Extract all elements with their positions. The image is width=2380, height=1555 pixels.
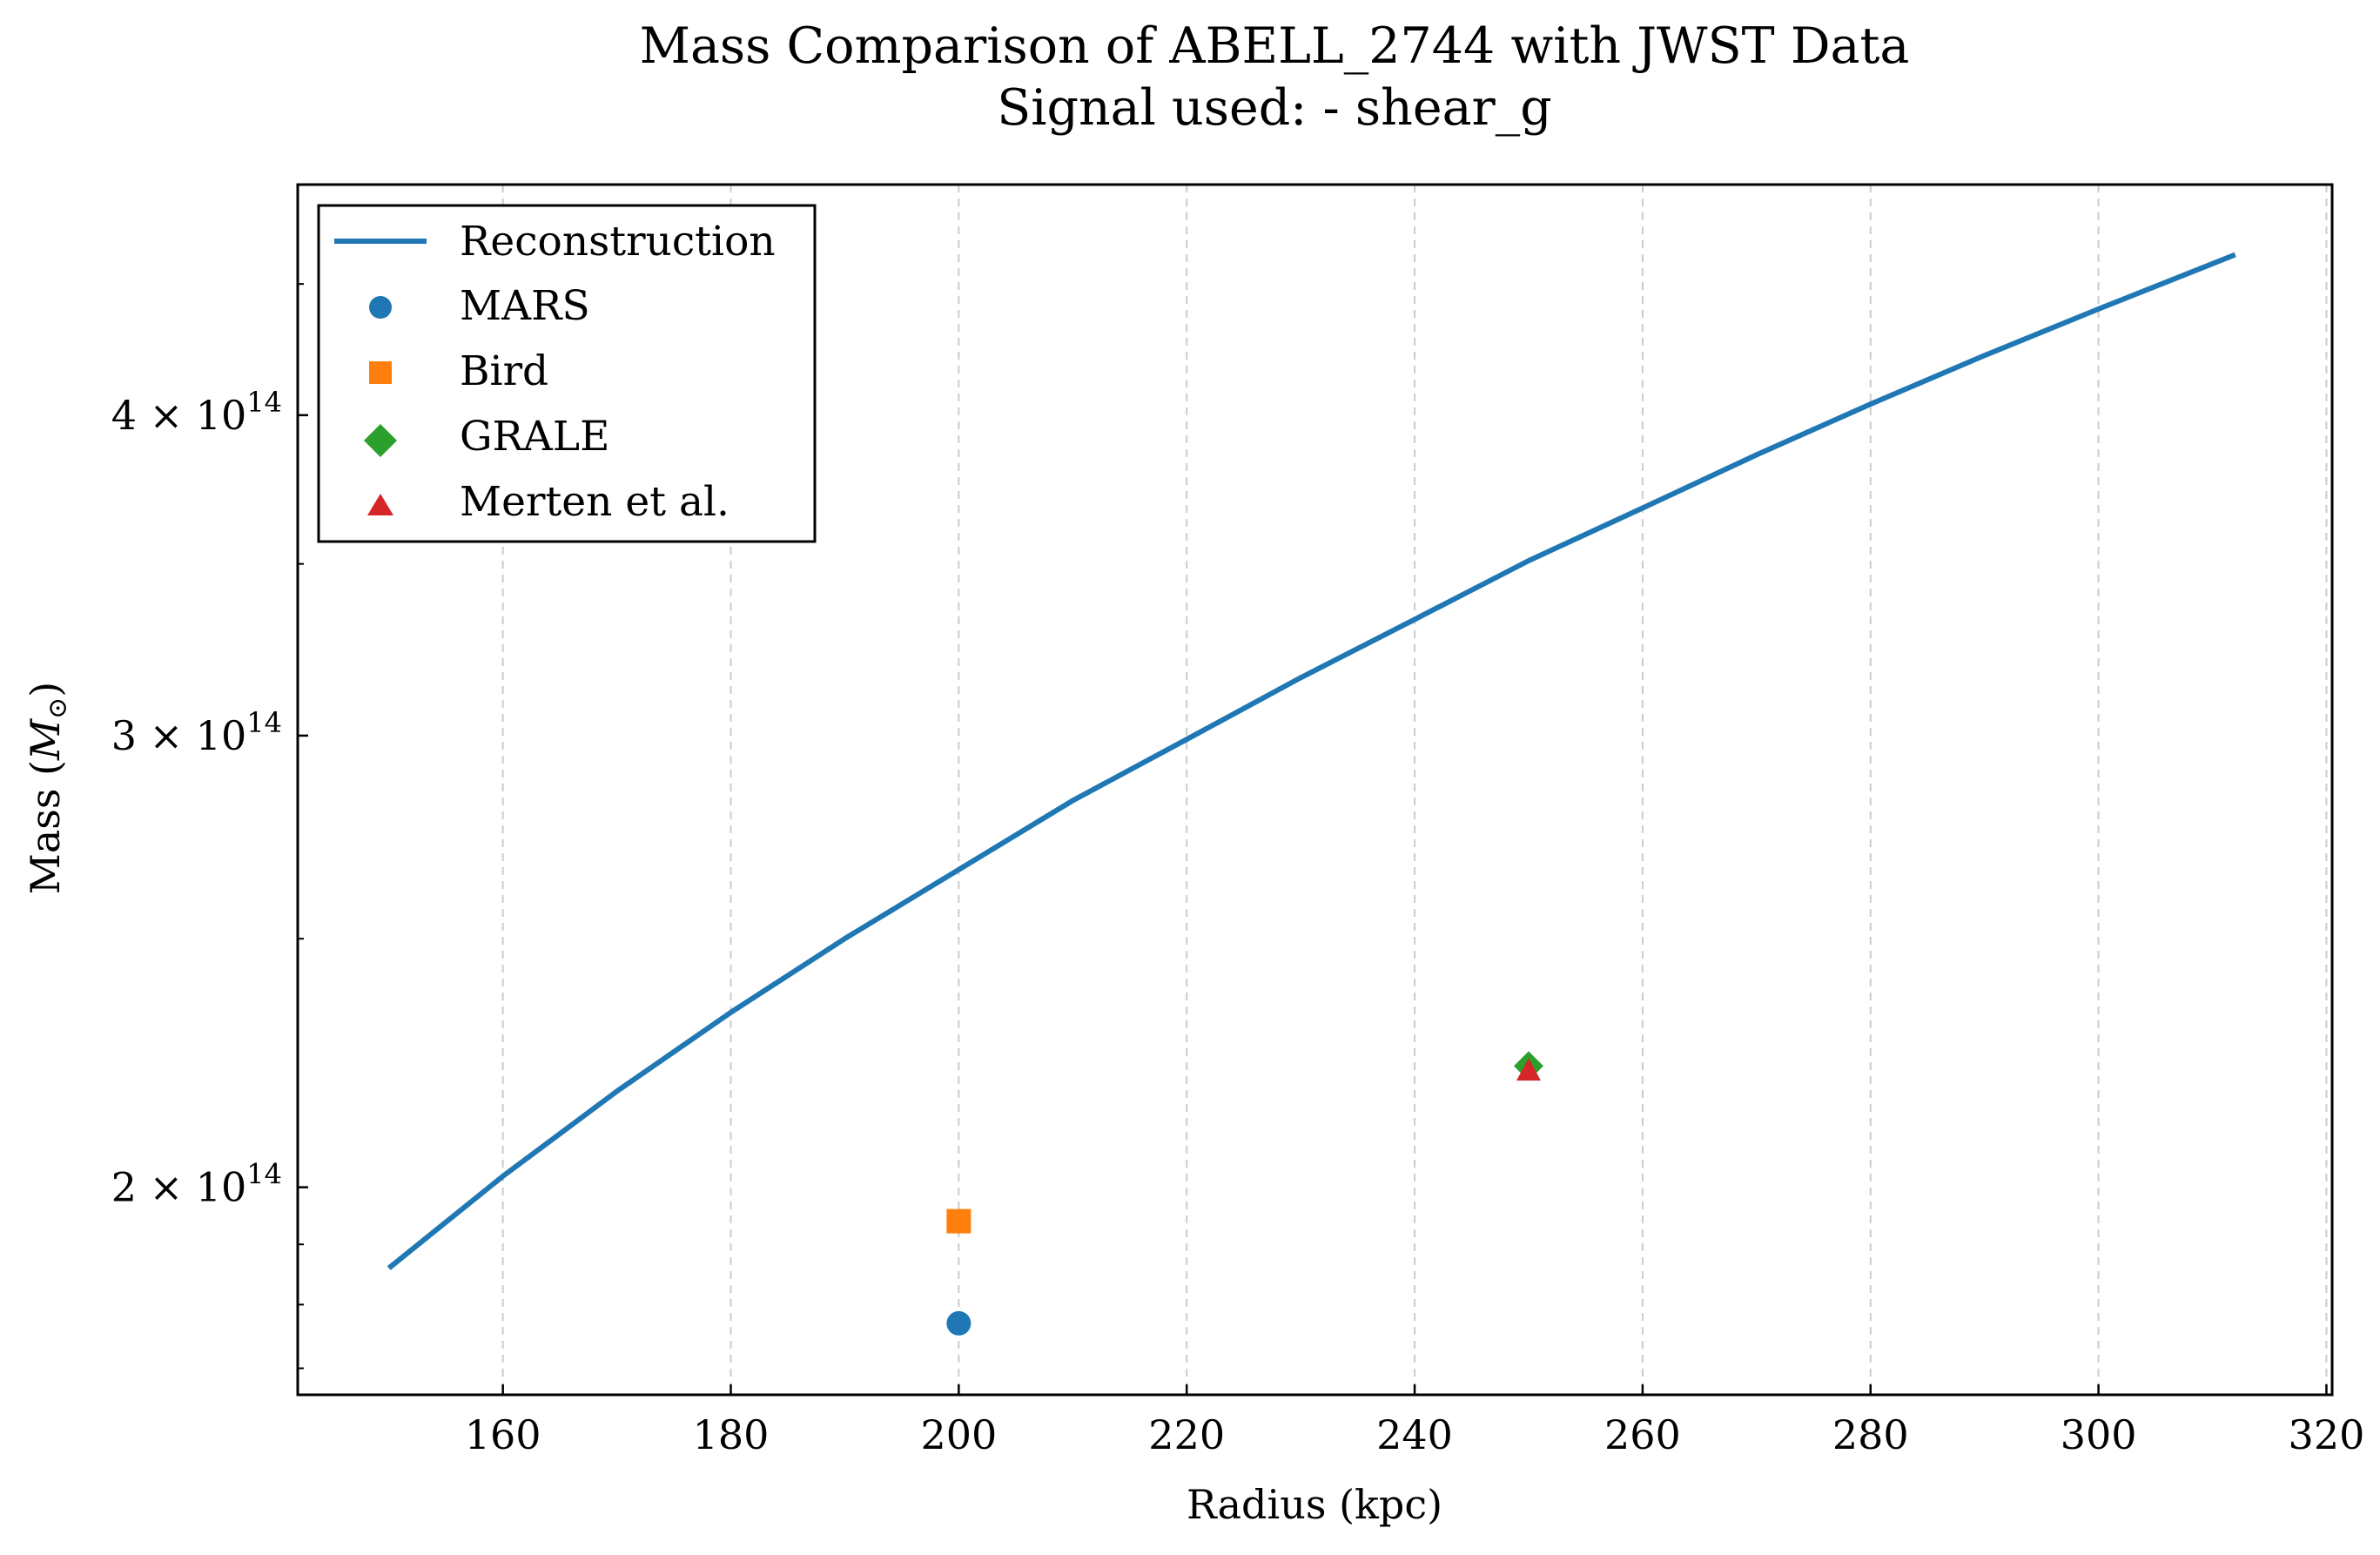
legend-label-mars: MARS bbox=[460, 282, 590, 330]
legend-swatch-merten bbox=[367, 494, 393, 515]
y-tick-exponent: 14 bbox=[246, 386, 282, 419]
x-tick-label: 220 bbox=[1148, 1411, 1225, 1458]
y-axis-label-sun-symbol: ⊙ bbox=[43, 697, 73, 719]
x-tick-label: 280 bbox=[1832, 1411, 1909, 1458]
legend-label-reconstruction: Reconstruction bbox=[460, 218, 776, 266]
y-tick-exponent: 14 bbox=[246, 1158, 282, 1191]
y-axis-label-close: ) bbox=[22, 682, 69, 697]
x-tick-label: 160 bbox=[465, 1411, 541, 1458]
x-tick-label: 240 bbox=[1376, 1411, 1453, 1458]
legend-swatch-bird bbox=[369, 361, 392, 384]
plot-area-frame bbox=[296, 183, 2334, 1397]
x-tick-label: 260 bbox=[1604, 1411, 1681, 1458]
x-axis-label: Radius (kpc) bbox=[1187, 1481, 1442, 1528]
legend-label-bird: Bird bbox=[460, 347, 548, 395]
data-point-merten-et-al bbox=[1516, 1058, 1541, 1081]
legend-swatch-mars bbox=[369, 296, 392, 319]
plot-series bbox=[387, 252, 2236, 1336]
chart-title: Mass Comparison of ABELL_2744 with JWST … bbox=[640, 17, 1910, 75]
legend-box bbox=[317, 204, 817, 543]
y-axis-label-text: Mass ( bbox=[22, 760, 69, 894]
legend-label-merten: Merten et al. bbox=[460, 478, 729, 526]
y-tick-label: 4 × 1014 bbox=[111, 386, 282, 439]
x-tick-label: 180 bbox=[693, 1411, 770, 1458]
y-axis-label-symbol: M bbox=[22, 717, 69, 761]
y-tick-mantissa: 3 × 10 bbox=[111, 712, 247, 759]
y-tick-exponent: 14 bbox=[246, 706, 282, 739]
y-axis-label: Mass (M⊙) bbox=[22, 682, 73, 895]
x-tick-label: 320 bbox=[2289, 1411, 2365, 1458]
data-point-mars bbox=[946, 1310, 971, 1336]
chart-subtitle: Signal used: - shear_g bbox=[997, 79, 1552, 137]
y-axis-label-group: Mass (M⊙) bbox=[22, 682, 73, 895]
x-tick-label: 300 bbox=[2061, 1411, 2137, 1458]
x-tick-label: 200 bbox=[920, 1411, 997, 1458]
y-tick-mantissa: 4 × 10 bbox=[111, 392, 247, 439]
y-tick-label: 2 × 1014 bbox=[111, 1158, 282, 1211]
series-line-reconstruction bbox=[387, 252, 2236, 1270]
legend-label-grale: GRALE bbox=[460, 413, 609, 461]
legend: Reconstruction MARS Bird GRALE Merten et… bbox=[317, 204, 817, 543]
y-tick-label: 3 × 1014 bbox=[111, 706, 282, 759]
data-point-bird bbox=[946, 1208, 971, 1234]
y-tick-mantissa: 2 × 10 bbox=[111, 1164, 247, 1211]
legend-swatch-grale bbox=[364, 424, 397, 457]
